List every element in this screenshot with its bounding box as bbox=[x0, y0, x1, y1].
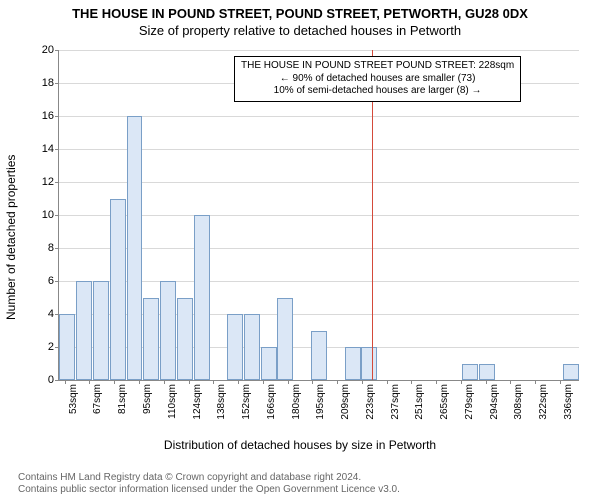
x-tick-mark bbox=[65, 380, 66, 384]
footer-line2: Contains public sector information licen… bbox=[18, 484, 400, 496]
x-tick-mark bbox=[510, 380, 511, 384]
chart-title-line2: Size of property relative to detached ho… bbox=[0, 21, 600, 38]
bar bbox=[563, 364, 579, 381]
bar bbox=[194, 215, 210, 380]
x-tick-label: 294sqm bbox=[489, 384, 500, 420]
bar bbox=[177, 298, 193, 381]
x-tick-label: 67sqm bbox=[92, 384, 103, 414]
y-tick-label: 14 bbox=[32, 143, 54, 155]
x-tick-mark bbox=[114, 380, 115, 384]
x-tick-mark bbox=[436, 380, 437, 384]
y-tick-label: 2 bbox=[32, 341, 54, 353]
x-tick-mark bbox=[387, 380, 388, 384]
bar bbox=[311, 331, 327, 381]
x-tick-label: 81sqm bbox=[117, 384, 128, 414]
annotation-line2: ← 90% of detached houses are smaller (73… bbox=[241, 73, 514, 86]
x-tick-label: 237sqm bbox=[390, 384, 401, 420]
x-tick-label: 110sqm bbox=[167, 384, 178, 419]
y-tick-label: 20 bbox=[32, 44, 54, 56]
x-tick-mark bbox=[362, 380, 363, 384]
y-tick-label: 18 bbox=[32, 77, 54, 89]
x-tick-label: 95sqm bbox=[142, 384, 153, 414]
x-tick-label: 166sqm bbox=[266, 384, 277, 420]
x-tick-mark bbox=[560, 380, 561, 384]
x-tick-label: 251sqm bbox=[414, 384, 425, 420]
x-tick-label: 124sqm bbox=[192, 384, 203, 420]
x-tick-label: 209sqm bbox=[340, 384, 351, 420]
bar bbox=[345, 347, 361, 380]
bar bbox=[227, 314, 243, 380]
x-tick-mark bbox=[486, 380, 487, 384]
y-axis-label: Number of detached properties bbox=[4, 155, 18, 320]
x-tick-label: 152sqm bbox=[241, 384, 252, 420]
x-tick-mark bbox=[89, 380, 90, 384]
footer-attribution: Contains HM Land Registry data © Crown c… bbox=[18, 472, 400, 496]
chart-title-line1: THE HOUSE IN POUND STREET, POUND STREET,… bbox=[0, 0, 600, 21]
bar bbox=[76, 281, 92, 380]
bar bbox=[462, 364, 478, 381]
bar bbox=[59, 314, 75, 380]
y-tick-label: 10 bbox=[32, 209, 54, 221]
x-tick-mark bbox=[461, 380, 462, 384]
x-tick-label: 180sqm bbox=[291, 384, 302, 420]
x-tick-mark bbox=[263, 380, 264, 384]
x-tick-label: 322sqm bbox=[538, 384, 549, 420]
annotation-line1: THE HOUSE IN POUND STREET POUND STREET: … bbox=[241, 60, 514, 73]
x-tick-label: 195sqm bbox=[315, 384, 326, 420]
bar bbox=[479, 364, 495, 381]
y-tick-label: 8 bbox=[32, 242, 54, 254]
plot-area: THE HOUSE IN POUND STREET POUND STREET: … bbox=[58, 50, 579, 381]
x-tick-label: 138sqm bbox=[216, 384, 227, 420]
plot-wrapper: Number of detached properties 0 2 4 6 8 10 12 1… bbox=[0, 40, 600, 450]
x-tick-mark bbox=[337, 380, 338, 384]
bar bbox=[93, 281, 109, 380]
x-tick-mark bbox=[288, 380, 289, 384]
x-tick-mark bbox=[411, 380, 412, 384]
y-tick-label: 16 bbox=[32, 110, 54, 122]
bar bbox=[277, 298, 293, 381]
x-tick-mark bbox=[139, 380, 140, 384]
y-tick-label: 12 bbox=[32, 176, 54, 188]
bar bbox=[160, 281, 176, 380]
x-tick-mark bbox=[213, 380, 214, 384]
bar bbox=[127, 116, 143, 380]
x-tick-mark bbox=[164, 380, 165, 384]
y-tick-label: 0 bbox=[32, 374, 54, 386]
annotation-box: THE HOUSE IN POUND STREET POUND STREET: … bbox=[234, 56, 521, 102]
x-tick-label: 336sqm bbox=[563, 384, 574, 420]
gridline-h bbox=[59, 50, 579, 51]
x-tick-label: 223sqm bbox=[365, 384, 376, 420]
bar bbox=[261, 347, 277, 380]
x-tick-mark bbox=[238, 380, 239, 384]
x-tick-mark bbox=[535, 380, 536, 384]
x-tick-mark bbox=[189, 380, 190, 384]
bar bbox=[244, 314, 260, 380]
x-tick-label: 265sqm bbox=[439, 384, 450, 420]
x-tick-label: 279sqm bbox=[464, 384, 475, 420]
footer-line1: Contains HM Land Registry data © Crown c… bbox=[18, 472, 400, 484]
x-tick-label: 308sqm bbox=[513, 384, 524, 420]
x-axis-label: Distribution of detached houses by size … bbox=[0, 438, 600, 452]
bar bbox=[110, 199, 126, 381]
y-tick-label: 4 bbox=[32, 308, 54, 320]
bar bbox=[143, 298, 159, 381]
x-tick-mark bbox=[312, 380, 313, 384]
x-tick-label: 53sqm bbox=[68, 384, 79, 414]
bar bbox=[361, 347, 377, 380]
y-tick-label: 6 bbox=[32, 275, 54, 287]
annotation-line3: 10% of semi-detached houses are larger (… bbox=[241, 85, 514, 98]
